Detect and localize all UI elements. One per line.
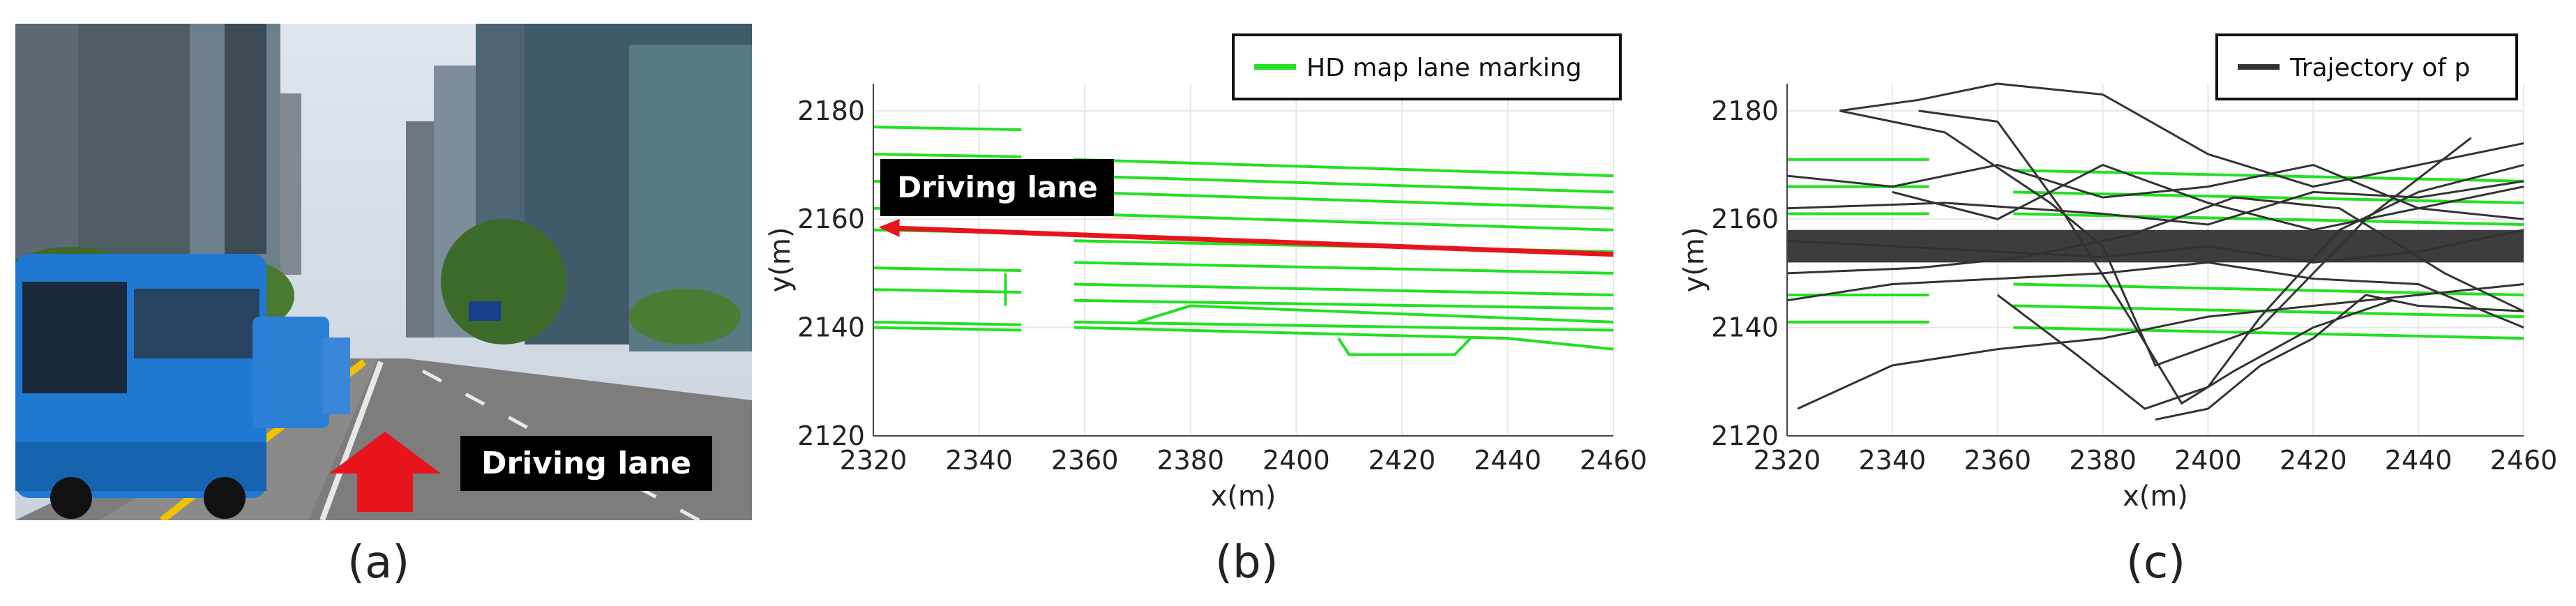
lane-marking-line (873, 266, 1022, 273)
driving-lane-label-a: Driving lane (460, 436, 713, 491)
x-tick-label: 2420 (2280, 445, 2347, 476)
y-tick-label: 2180 (1711, 96, 1779, 126)
annotation-text: Driving lane (897, 170, 1097, 204)
x-tick-label: 2380 (1157, 445, 1224, 476)
lane-marking-line (1074, 174, 1614, 194)
legend-label: HD map lane marking (1306, 54, 1582, 82)
lane-marking (2013, 190, 2524, 204)
x-tick-label: 2440 (1474, 445, 1542, 476)
x-tick-label: 2340 (1858, 445, 1926, 476)
x-tick-label: 2400 (1263, 445, 1330, 476)
y-tick-label: 2180 (797, 96, 865, 126)
lane-marking-line (1074, 320, 1614, 332)
lane-marking-line (873, 326, 1022, 332)
legend-box (1232, 33, 1622, 100)
bus-icon (15, 254, 350, 519)
chart-b: 2320 2340 2360 2380 2400 2420 2440 2460 2120 2140… (764, 33, 1648, 513)
y-tick-label: 2160 (797, 204, 865, 234)
lane-marking-line (1074, 212, 1614, 232)
lane-marking-line (873, 288, 1022, 294)
lane-marking-line (1074, 158, 1614, 178)
x-axis-label: x(m) (2123, 480, 2188, 513)
annotation-box (880, 159, 1114, 216)
driving-direction-arrow (891, 225, 1614, 257)
x-tick-label: 2320 (1754, 445, 1821, 476)
panel-label-c: (c) (2126, 537, 2186, 589)
lane-marking-line (873, 320, 1022, 326)
legend-label: Trajectory of p (2289, 54, 2470, 82)
lane-marking (2013, 326, 2524, 340)
trajectory-line (1892, 163, 2524, 232)
trajectory-line (1918, 109, 2393, 405)
trajectory-line (1786, 261, 2524, 329)
lane-marking-line (873, 126, 1022, 132)
x-tick-label: 2440 (2385, 445, 2453, 476)
trajectory-line (1786, 180, 2524, 226)
y-tick-label: 2120 (1711, 421, 1779, 451)
chart-c: 2320 2340 2360 2380 2400 2420 2440 2460 2120 2140… (1678, 33, 2558, 513)
x-tick-label: 2380 (2069, 445, 2137, 476)
y-tick-label: 2140 (797, 312, 865, 343)
x-tick-label: 2360 (1051, 445, 1119, 476)
panel-label-a: (a) (347, 537, 410, 589)
lane-marking-line (1074, 190, 1614, 210)
trajectory-line (1797, 282, 2524, 410)
x-tick-label: 2460 (2490, 445, 2558, 476)
x-axis-label: x(m) (1211, 480, 1276, 513)
y-tick-label: 2120 (797, 421, 865, 451)
trajectory-line (1839, 82, 2524, 188)
x-tick-label: 2340 (945, 445, 1013, 476)
x-tick-label: 2420 (1368, 445, 1436, 476)
lane-marking (2013, 169, 2524, 183)
lane-marking-line (873, 153, 1022, 158)
panel-label-b: (b) (1215, 537, 1279, 589)
arrowhead-icon (878, 218, 900, 237)
y-tick-label: 2140 (1711, 312, 1779, 343)
x-tick-label: 2320 (840, 445, 907, 476)
lane-marking-line (1074, 298, 1614, 310)
trajectory-line (1996, 164, 2524, 410)
trajectory-line (2155, 294, 2524, 421)
trajectory-band (1787, 229, 2524, 263)
y-axis-label: y(m) (764, 227, 797, 293)
y-axis-label: y(m) (1678, 227, 1710, 293)
x-tick-label: 2460 (1580, 445, 1648, 476)
lane-marking (2013, 282, 2524, 296)
x-tick-label: 2400 (2174, 445, 2242, 476)
arrow-up-icon (329, 432, 441, 512)
lane-marking-line (1074, 282, 1614, 296)
lane-marking-line (1074, 326, 1614, 351)
lane-marking-line (1137, 304, 1614, 324)
x-tick-label: 2360 (1964, 445, 2031, 476)
lane-marking-line (1337, 337, 1472, 356)
lane-marking-line (1074, 261, 1614, 275)
y-tick-label: 2160 (1711, 204, 1779, 234)
